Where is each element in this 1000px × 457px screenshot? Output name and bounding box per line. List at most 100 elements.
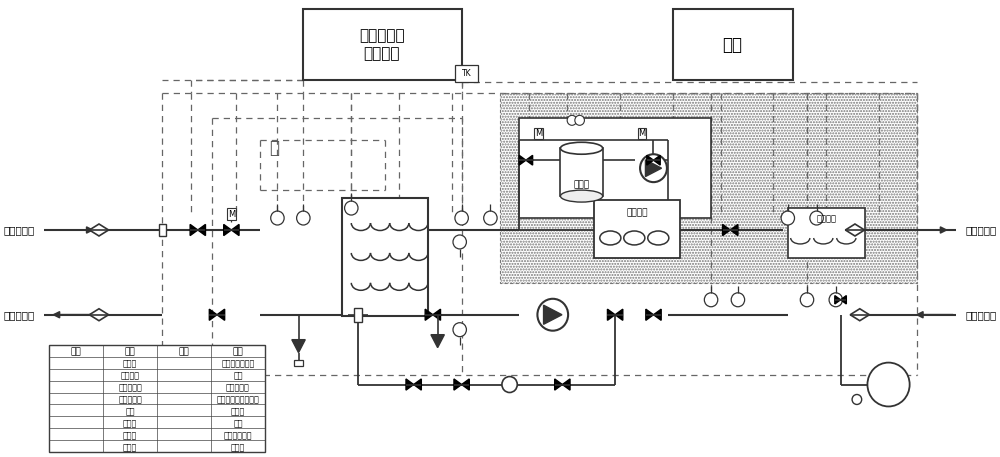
Circle shape <box>537 299 568 331</box>
Polygon shape <box>645 160 662 176</box>
Polygon shape <box>835 296 841 304</box>
Polygon shape <box>231 224 239 235</box>
Text: 压力传感器: 压力传感器 <box>118 383 142 392</box>
Polygon shape <box>462 379 469 390</box>
Text: 图例: 图例 <box>179 347 189 356</box>
Circle shape <box>453 323 466 337</box>
Circle shape <box>345 201 358 215</box>
Polygon shape <box>414 379 421 390</box>
Polygon shape <box>89 224 109 236</box>
Circle shape <box>567 115 577 125</box>
Text: 名称: 名称 <box>125 347 135 356</box>
Polygon shape <box>209 309 217 320</box>
Text: M: M <box>228 210 235 218</box>
Polygon shape <box>653 309 661 320</box>
Circle shape <box>829 293 842 307</box>
Text: 温度传感器: 温度传感器 <box>118 395 142 404</box>
Text: 水泵: 水泵 <box>233 371 243 380</box>
Text: 安全阀: 安全阀 <box>123 431 137 440</box>
Bar <box>594 200 680 258</box>
Circle shape <box>484 211 497 225</box>
Text: 图例: 图例 <box>71 347 81 356</box>
Polygon shape <box>292 340 305 353</box>
Text: 电加热器: 电加热器 <box>816 214 836 223</box>
Text: 球阀: 球阀 <box>233 419 243 428</box>
Polygon shape <box>89 309 109 321</box>
Text: 超声波热量表: 超声波热量表 <box>224 431 252 440</box>
Polygon shape <box>190 224 198 235</box>
Polygon shape <box>519 155 526 165</box>
Circle shape <box>852 394 862 404</box>
Bar <box>500 93 917 283</box>
Text: 🔍: 🔍 <box>270 139 280 157</box>
Bar <box>342 198 428 316</box>
Circle shape <box>297 211 310 225</box>
Polygon shape <box>425 309 433 320</box>
Bar <box>354 308 362 322</box>
Text: 室外温度传感器: 室外温度传感器 <box>221 359 255 368</box>
Text: 二级网供水: 二级网供水 <box>965 225 997 235</box>
Circle shape <box>781 211 795 225</box>
Text: TK: TK <box>462 69 471 78</box>
Bar <box>159 224 166 236</box>
Polygon shape <box>647 155 653 165</box>
Text: 云端: 云端 <box>722 36 742 53</box>
Bar <box>519 118 711 218</box>
Polygon shape <box>841 296 846 304</box>
Circle shape <box>867 362 910 406</box>
Text: 弹簧球阀: 弹簧球阀 <box>121 371 140 380</box>
Polygon shape <box>406 379 414 390</box>
Text: 过滤器: 过滤器 <box>123 419 137 428</box>
Polygon shape <box>555 379 562 390</box>
Text: 过滤器球阀: 过滤器球阀 <box>226 383 250 392</box>
Polygon shape <box>454 379 462 390</box>
Text: 熔盐泵: 熔盐泵 <box>231 443 245 452</box>
Bar <box>560 148 603 196</box>
Polygon shape <box>431 335 444 348</box>
Circle shape <box>731 293 745 307</box>
Text: M: M <box>638 129 646 138</box>
Text: 名称: 名称 <box>233 347 243 356</box>
Ellipse shape <box>560 190 603 202</box>
Text: 热水表: 热水表 <box>123 359 137 368</box>
Text: 一级网回水: 一级网回水 <box>3 310 35 320</box>
Text: 防冻平衡电动调节阀: 防冻平衡电动调节阀 <box>217 395 259 404</box>
Text: 电磁阀: 电磁阀 <box>231 407 245 416</box>
Polygon shape <box>217 309 225 320</box>
Polygon shape <box>607 309 615 320</box>
Circle shape <box>810 211 823 225</box>
Circle shape <box>640 154 667 182</box>
Polygon shape <box>562 379 570 390</box>
Bar <box>788 208 865 258</box>
Polygon shape <box>198 224 205 235</box>
Text: 熔盐罐: 熔盐罐 <box>573 181 590 190</box>
Polygon shape <box>723 224 730 235</box>
Text: 数据采集及
控制系统: 数据采集及 控制系统 <box>359 28 405 61</box>
Text: 二级网回水: 二级网回水 <box>965 310 997 320</box>
Polygon shape <box>845 224 865 236</box>
Polygon shape <box>615 309 623 320</box>
Circle shape <box>800 293 814 307</box>
Circle shape <box>704 293 718 307</box>
Bar <box>303 9 462 80</box>
Circle shape <box>271 211 284 225</box>
Polygon shape <box>224 224 231 235</box>
Circle shape <box>575 115 584 125</box>
Polygon shape <box>850 309 869 321</box>
Text: 蝶阀: 蝶阀 <box>125 407 135 416</box>
Polygon shape <box>730 224 738 235</box>
Circle shape <box>502 377 517 393</box>
Polygon shape <box>653 155 660 165</box>
Bar <box>294 360 303 366</box>
Polygon shape <box>526 155 533 165</box>
Text: M: M <box>535 129 542 138</box>
Text: 止回阀: 止回阀 <box>123 443 137 452</box>
Polygon shape <box>544 305 562 324</box>
Polygon shape <box>646 309 653 320</box>
Circle shape <box>455 211 468 225</box>
Polygon shape <box>433 309 441 320</box>
Bar <box>673 9 793 80</box>
Ellipse shape <box>560 142 603 154</box>
Text: 一级网供水: 一级网供水 <box>3 225 35 235</box>
Bar <box>49 345 265 452</box>
